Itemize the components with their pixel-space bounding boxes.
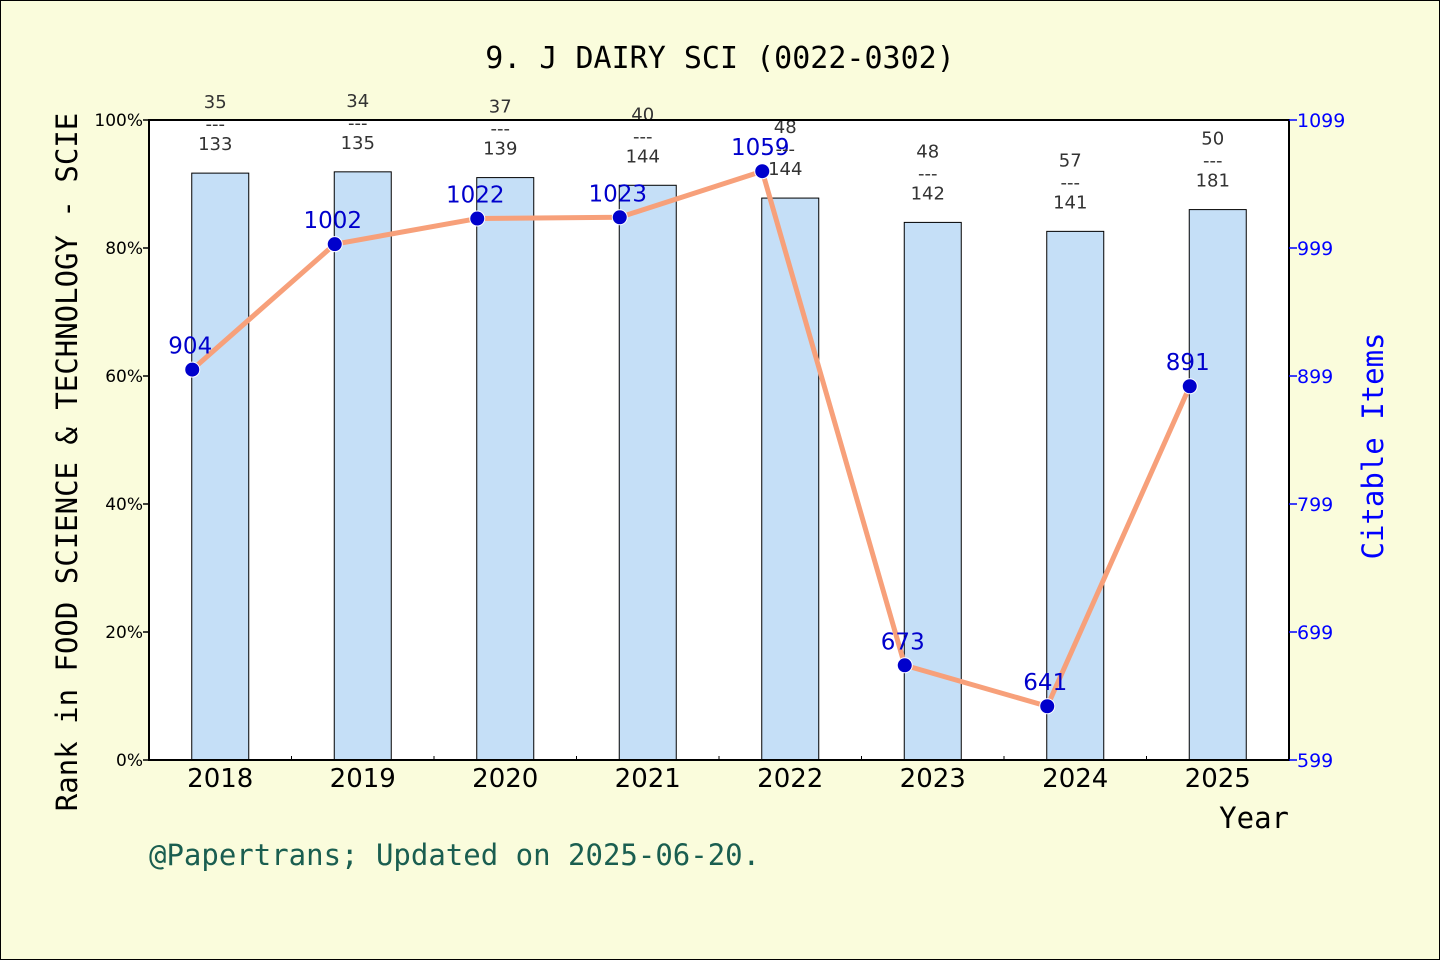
data-label: 1002 xyxy=(303,208,362,234)
data-label: 891 xyxy=(1166,350,1210,376)
x-tick-label: 2025 xyxy=(1185,764,1251,794)
axes-layer: 0% 20% 40% 60% 80% 100% 599 699 799 899 999 1099 201… xyxy=(94,110,1345,794)
data-label: 1022 xyxy=(446,183,505,209)
y-tick-label: 40% xyxy=(105,495,143,515)
rank-divider: --- xyxy=(1061,172,1081,193)
y2-axis-label: Citable Items xyxy=(1356,333,1390,560)
rank-divider: --- xyxy=(491,119,511,140)
rank-denominator: 144 xyxy=(768,159,802,180)
data-point xyxy=(754,163,771,180)
data-point xyxy=(1181,378,1198,395)
y2-tick-label: 699 xyxy=(1297,622,1333,644)
data-point xyxy=(611,209,628,226)
rank-numerator: 48 xyxy=(774,117,797,138)
data-point xyxy=(469,210,486,227)
labels-layer: 35---13334---13537---13940---14448---144… xyxy=(198,91,1230,214)
rank-denominator: 141 xyxy=(1053,192,1087,213)
x-axis-label: Year xyxy=(1219,801,1289,835)
bar xyxy=(1046,230,1105,761)
data-point xyxy=(184,361,201,378)
rank-denominator: 181 xyxy=(1196,171,1230,192)
y2-tick-label: 799 xyxy=(1297,494,1333,516)
rank-denominator: 133 xyxy=(198,134,232,155)
data-label: 1023 xyxy=(588,181,647,207)
rank-denominator: 144 xyxy=(626,146,660,167)
rank-numerator: 50 xyxy=(1201,129,1224,150)
y2-tick-label: 599 xyxy=(1297,750,1333,772)
y-tick-label: 0% xyxy=(116,751,143,771)
rank-denominator: 142 xyxy=(911,183,945,204)
data-label: 641 xyxy=(1023,670,1067,696)
rank-numerator: 35 xyxy=(204,92,227,113)
y-tick-label: 20% xyxy=(105,623,143,643)
chart-title: 9. J DAIRY SCI (0022-0302) xyxy=(485,41,955,76)
data-label: 904 xyxy=(168,334,212,360)
rank-divider: --- xyxy=(1203,151,1223,172)
y-axis-label: Rank in FOOD SCIENCE & TECHNOLOGY - SCIE xyxy=(50,113,84,811)
rank-numerator: 40 xyxy=(631,104,654,125)
rank-divider: --- xyxy=(348,113,368,134)
data-label: 673 xyxy=(881,629,925,655)
data-point xyxy=(326,236,343,253)
bar xyxy=(1188,209,1247,761)
rank-numerator: 48 xyxy=(916,141,939,162)
y2-tick-label: 1099 xyxy=(1297,110,1345,132)
x-tick-label: 2021 xyxy=(615,764,681,794)
data-point xyxy=(1039,698,1056,715)
rank-denominator: 139 xyxy=(483,139,517,160)
rank-divider: --- xyxy=(633,126,653,147)
bars-layer xyxy=(191,171,1247,761)
citable-items-line xyxy=(190,168,1193,709)
data-label: 1059 xyxy=(731,135,790,161)
y2-tick-label: 899 xyxy=(1297,366,1333,388)
rank-divider: --- xyxy=(206,114,226,135)
line-layer: 904 1002 1022 1023 1059 673 641 891 xyxy=(168,135,1210,715)
y-tick-label: 60% xyxy=(105,367,143,387)
data-point xyxy=(896,657,913,674)
x-tick-label: 2019 xyxy=(330,764,396,794)
x-tick-label: 2018 xyxy=(187,764,253,794)
x-tick-label: 2023 xyxy=(900,764,966,794)
rank-divider: --- xyxy=(776,139,796,160)
rank-numerator: 34 xyxy=(346,91,369,112)
y2-tick-label: 999 xyxy=(1297,238,1333,260)
bar xyxy=(761,197,820,761)
x-tick-label: 2022 xyxy=(757,764,823,794)
x-tick-label: 2024 xyxy=(1042,764,1108,794)
rank-divider: --- xyxy=(918,163,938,184)
y-tick-label: 100% xyxy=(94,111,143,131)
credit-text: @Papertrans; Updated on 2025-06-20. xyxy=(149,838,760,872)
rank-numerator: 57 xyxy=(1059,150,1082,171)
bar xyxy=(333,171,392,761)
x-tick-label: 2020 xyxy=(472,764,538,794)
rank-denominator: 135 xyxy=(341,133,375,154)
bar xyxy=(476,177,535,761)
bar xyxy=(191,172,250,761)
rank-numerator: 37 xyxy=(489,97,512,118)
y-tick-label: 80% xyxy=(105,239,143,259)
bar xyxy=(618,184,677,761)
